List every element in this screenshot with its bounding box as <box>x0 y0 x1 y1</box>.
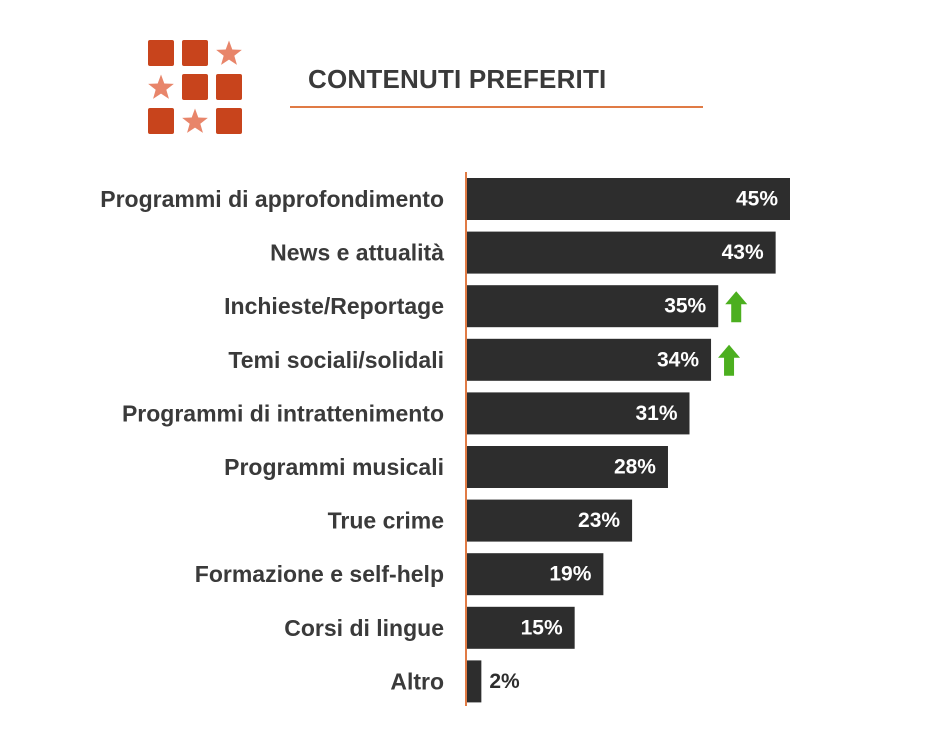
category-label: Temi sociali/solidali <box>228 347 444 373</box>
logo-square <box>148 40 174 66</box>
value-label: 43% <box>722 241 764 264</box>
logo-square <box>182 40 208 66</box>
up-arrow-icon <box>718 344 741 376</box>
category-label: Programmi di approfondimento <box>100 186 444 212</box>
category-label: Altro <box>390 668 444 694</box>
logo-square <box>216 108 242 134</box>
value-label: 19% <box>549 563 591 586</box>
page-title: CONTENUTI PREFERITI <box>308 64 607 94</box>
category-label: Inchieste/Reportage <box>224 293 444 319</box>
logo-star <box>216 40 242 65</box>
category-label: Formazione e self-help <box>195 561 444 587</box>
value-label: 45% <box>736 188 778 211</box>
category-label: Corsi di lingue <box>284 615 444 641</box>
up-arrow-icon <box>725 291 748 323</box>
bar <box>467 499 633 542</box>
value-label: 34% <box>657 348 699 371</box>
value-label: 2% <box>489 670 520 693</box>
value-label: 23% <box>578 509 620 532</box>
bar <box>467 606 575 649</box>
bar <box>467 446 668 488</box>
logo-square <box>216 74 242 100</box>
bar <box>467 660 482 703</box>
logo-star <box>148 74 174 99</box>
bar <box>467 231 776 274</box>
value-label: 31% <box>635 402 677 425</box>
logo-star <box>182 108 208 133</box>
bar <box>467 392 690 435</box>
title-underline <box>290 106 703 108</box>
bar <box>467 338 712 381</box>
value-label: 15% <box>521 616 563 639</box>
category-label: News e attualità <box>270 240 444 266</box>
value-label: 35% <box>664 295 706 318</box>
category-label: Programmi di intrattenimento <box>122 400 444 426</box>
bar <box>467 285 719 328</box>
value-label: 28% <box>614 456 656 479</box>
logo-icon <box>148 40 242 134</box>
category-label: True crime <box>328 508 444 534</box>
bar <box>467 178 790 220</box>
logo-square <box>182 74 208 100</box>
category-label: Programmi musicali <box>224 454 444 480</box>
logo-square <box>148 108 174 134</box>
bar <box>467 553 604 596</box>
